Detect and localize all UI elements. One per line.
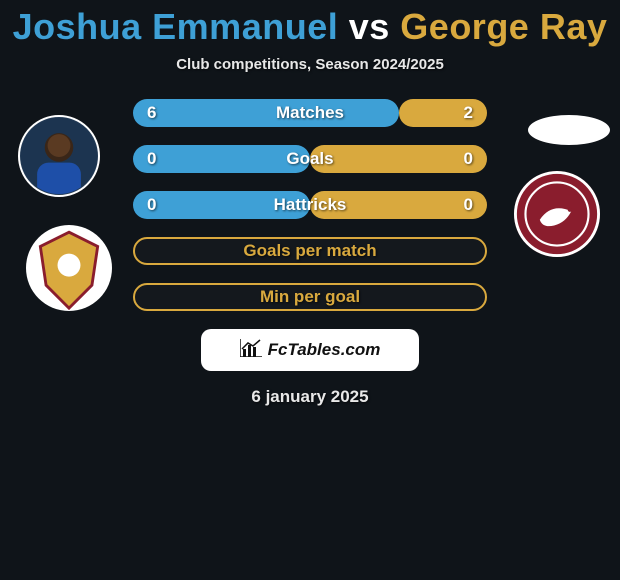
player2-photo: [528, 115, 610, 145]
player1-photo: [18, 115, 100, 197]
player2-club-badge: [514, 171, 600, 257]
stat-row: Goals per match: [133, 237, 487, 265]
stat-value-p1: 0: [147, 149, 156, 169]
stat-row: 0 0 Hattricks: [133, 191, 487, 219]
branding-text: FcTables.com: [268, 340, 381, 360]
subtitle: Club competitions, Season 2024/2025: [0, 56, 620, 73]
stat-bar-p2: [399, 99, 488, 127]
stat-label: Hattricks: [274, 195, 347, 215]
stat-bar-p1: [133, 99, 399, 127]
stat-bars: 6 2 Matches 0 0 Goals 0 0 Hattricks Goals per mat…: [133, 99, 487, 311]
date-label: 6 january 2025: [0, 387, 620, 407]
stat-value-p1: 6: [147, 103, 156, 123]
stat-row: 0 0 Goals: [133, 145, 487, 173]
stat-label: Goals: [286, 149, 333, 169]
page-title: Joshua Emmanuel vs George Ray: [0, 0, 620, 48]
stat-value-p1: 0: [147, 195, 156, 215]
stat-label: Min per goal: [260, 287, 360, 307]
stat-bar-p1: [133, 145, 310, 173]
chart-icon: [240, 339, 262, 362]
player1-club-badge: [26, 225, 112, 311]
branding-badge[interactable]: FcTables.com: [201, 329, 419, 371]
title-player2: George Ray: [400, 6, 607, 47]
title-vs: vs: [349, 6, 390, 47]
stat-value-p2: 0: [464, 149, 473, 169]
stat-row: 6 2 Matches: [133, 99, 487, 127]
stat-value-p2: 2: [464, 103, 473, 123]
stat-label: Matches: [276, 103, 344, 123]
stat-label: Goals per match: [243, 241, 376, 261]
stat-row: Min per goal: [133, 283, 487, 311]
comparison-panel: 6 2 Matches 0 0 Goals 0 0 Hattricks Goals per mat…: [0, 99, 620, 407]
title-player1: Joshua Emmanuel: [13, 6, 339, 47]
stat-bar-p2: [310, 145, 487, 173]
stat-value-p2: 0: [464, 195, 473, 215]
